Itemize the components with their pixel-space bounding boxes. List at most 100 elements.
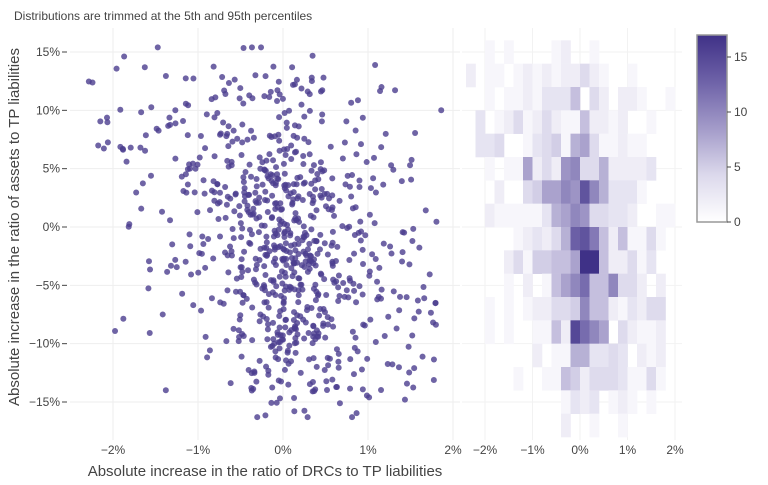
- scatter-point: [276, 324, 283, 331]
- scatter-point: [263, 315, 270, 322]
- scatter-point: [285, 226, 292, 233]
- heatmap-cell: [618, 156, 628, 181]
- heatmap-cell: [494, 110, 505, 134]
- scatter-point: [353, 151, 360, 158]
- scatter-point: [240, 174, 247, 181]
- scatter-point: [104, 119, 111, 126]
- scatter-point: [266, 94, 273, 101]
- scatter-point: [415, 308, 422, 315]
- heatmap-cell: [627, 297, 638, 321]
- heatmap-cell: [532, 343, 543, 368]
- scatter-point: [276, 114, 283, 121]
- scatter-point: [183, 189, 190, 196]
- heatmap-cell: [618, 110, 628, 134]
- scatter-point: [240, 44, 247, 51]
- scatter-point: [323, 378, 330, 385]
- scatter-point: [381, 333, 388, 340]
- heatmap-cell: [542, 250, 552, 274]
- scatter-point: [302, 319, 309, 326]
- scatter-point: [288, 265, 295, 272]
- scatter-point: [236, 316, 243, 323]
- scatter-point: [288, 155, 295, 162]
- heatmap-cell: [589, 180, 600, 204]
- scatter-point: [223, 201, 230, 208]
- scatter-point: [322, 334, 329, 341]
- scatter-point: [290, 132, 297, 139]
- scatter-point: [361, 322, 368, 329]
- scatter-point: [318, 271, 325, 278]
- scatter-point: [297, 313, 304, 320]
- heatmap-cell: [599, 203, 609, 228]
- scatter-point: [329, 228, 336, 235]
- scatter-point: [335, 298, 342, 305]
- scatter-point: [328, 316, 335, 323]
- scatter-point: [295, 292, 302, 299]
- heatmap-cell: [627, 273, 638, 298]
- scatter-point: [310, 323, 317, 330]
- scatter-point: [279, 95, 286, 102]
- colorbar-gradient: [696, 34, 728, 223]
- scatter-point: [182, 258, 189, 265]
- scatter-point: [367, 185, 374, 192]
- scatter-point: [305, 329, 312, 336]
- scatter-point: [211, 153, 218, 160]
- heatmap-cell: [504, 273, 514, 298]
- scatter-point: [292, 210, 299, 217]
- scatter-point: [191, 189, 198, 196]
- scatter-point: [292, 349, 299, 356]
- scatter-point: [396, 307, 403, 314]
- heatmap-cell: [637, 320, 647, 344]
- scatter-point: [382, 130, 389, 137]
- heatmap-cell: [599, 180, 609, 204]
- scatter-point: [113, 65, 120, 72]
- heatmap-cell: [532, 110, 543, 134]
- scatter-point: [356, 283, 363, 290]
- scatter-point: [287, 232, 294, 239]
- scatter-point: [296, 218, 303, 225]
- scatter-point: [303, 232, 310, 239]
- scatter-point: [321, 367, 328, 374]
- scatter-point: [214, 200, 221, 207]
- heatmap-cell: [551, 343, 562, 368]
- heatmap-cell: [646, 110, 657, 134]
- y-tick-label: −5%: [36, 278, 61, 292]
- colorbar-tick-label: 15: [734, 50, 748, 64]
- scatter-point: [236, 203, 243, 210]
- scatter-point: [352, 334, 359, 341]
- scatter-point: [184, 132, 191, 139]
- scatter-point: [100, 145, 107, 152]
- scatter-point: [239, 299, 246, 306]
- scatter-point: [246, 239, 253, 246]
- scatter-point: [353, 299, 360, 306]
- scatter-point: [231, 76, 238, 83]
- heatmap-cell: [646, 297, 657, 321]
- scatter-point: [324, 354, 331, 361]
- heatmap-cell: [580, 343, 590, 368]
- scatter-point: [215, 215, 222, 222]
- scatter-point: [244, 202, 251, 209]
- scatter-point: [276, 345, 283, 352]
- x-axis-title: Absolute increase in the ratio of DRCs t…: [88, 463, 443, 480]
- heatmap-cell: [637, 227, 647, 251]
- scatter-point: [225, 123, 232, 130]
- scatter-point: [347, 385, 354, 392]
- scatter-point: [206, 347, 213, 354]
- scatter-point: [214, 109, 221, 116]
- scatter-point: [261, 222, 268, 229]
- scatter-point: [301, 179, 308, 186]
- scatter-point: [318, 118, 325, 125]
- heatmap-cell: [494, 133, 505, 158]
- scatter-point: [282, 324, 289, 331]
- heatmap: [466, 40, 676, 438]
- scatter-point: [294, 331, 301, 338]
- scatter-point: [313, 363, 320, 370]
- scatter-point: [180, 117, 187, 124]
- heatmap-cell: [475, 110, 486, 134]
- scatter-point: [372, 189, 379, 196]
- scatter-point: [208, 187, 215, 194]
- scatter-point: [252, 198, 259, 205]
- scatter-point: [312, 186, 319, 193]
- scatter-point: [243, 295, 250, 302]
- heatmap-cell: [589, 413, 600, 438]
- scatter-point: [252, 255, 259, 262]
